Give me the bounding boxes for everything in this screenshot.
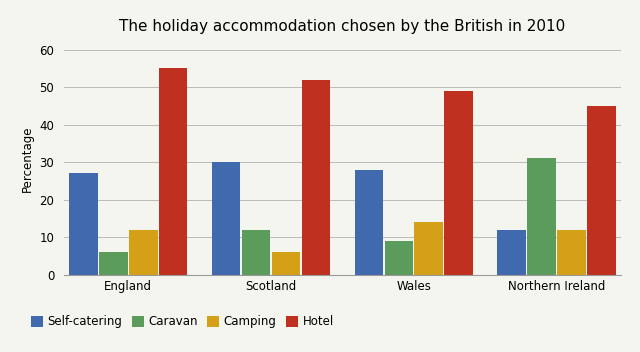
Bar	[497, 230, 526, 275]
Bar	[557, 230, 586, 275]
Bar	[69, 174, 97, 275]
Bar	[242, 230, 270, 275]
Bar	[355, 170, 383, 275]
Bar	[99, 252, 127, 275]
Bar	[159, 69, 188, 275]
Bar	[129, 230, 157, 275]
Bar	[527, 158, 556, 275]
Bar	[385, 241, 413, 275]
Bar	[212, 162, 240, 275]
Bar	[588, 106, 616, 275]
Bar	[444, 91, 473, 275]
Bar	[415, 222, 443, 275]
Y-axis label: Percentage: Percentage	[21, 125, 34, 191]
Bar	[272, 252, 300, 275]
Legend: Self-catering, Caravan, Camping, Hotel: Self-catering, Caravan, Camping, Hotel	[31, 315, 334, 328]
Title: The holiday accommodation chosen by the British in 2010: The holiday accommodation chosen by the …	[119, 19, 566, 34]
Bar	[301, 80, 330, 275]
